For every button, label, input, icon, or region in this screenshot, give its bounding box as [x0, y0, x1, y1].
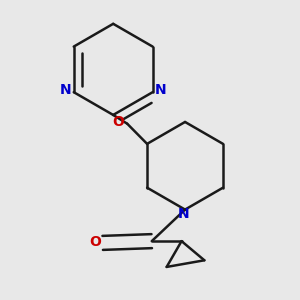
Text: N: N	[178, 207, 189, 221]
Text: O: O	[90, 235, 102, 249]
Text: N: N	[60, 83, 72, 98]
Text: O: O	[112, 115, 124, 129]
Text: N: N	[154, 83, 166, 98]
